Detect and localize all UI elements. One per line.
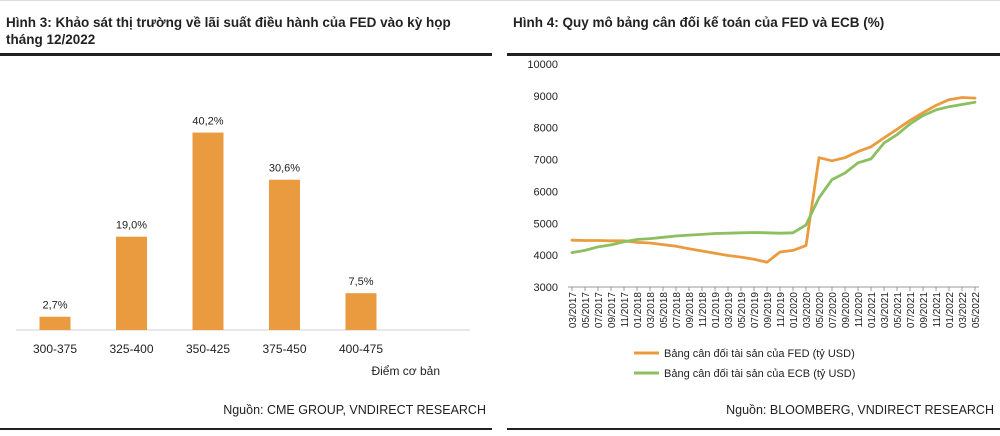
x-tick-label: 07/2020 [828,292,839,329]
figure-title-3: Hình 3: Khảo sát thị trường về lãi suất … [6,15,451,47]
x-axis-title: Điểm cơ bản [371,364,440,378]
x-tick-label: 11/2018 [698,292,709,328]
x-tick-label: 300-375 [33,342,77,356]
x-tick-label: 11/2021 [932,292,943,328]
x-tick-label: 05/2022 [971,292,982,329]
x-tick-label: 400-475 [339,342,383,356]
x-tick-label: 11/2019 [776,292,787,328]
x-tick-label: 07/2021 [906,292,917,329]
series-line-fed [570,96,977,264]
series-line-ecb [570,100,977,255]
y-tick-label: 7000 [534,155,558,167]
bottom-divider [507,428,1000,430]
source-note-3: Nguồn: CME GROUP, VNDIRECT RESEARCH [223,403,486,417]
y-tick-label: 5000 [534,218,558,230]
title-divider [507,53,1000,56]
bar-350-425 [192,132,224,330]
x-tick-label: 03/2020 [802,292,813,329]
x-tick-label: 03/2017 [568,292,579,329]
x-tick-label: 350-425 [186,342,230,356]
x-tick-label: 03/2018 [646,292,657,329]
data-label: 30,6% [269,163,300,175]
y-tick-label: 10000 [527,59,558,71]
x-tick-label: 05/2021 [893,292,904,329]
x-tick-label: 01/2019 [711,292,722,329]
x-tick-label: 01/2018 [633,292,644,329]
bottom-divider [0,428,492,430]
bar-300-375 [39,316,71,330]
x-tick-label: 07/2019 [750,292,761,329]
x-tick-label: 05/2017 [581,292,592,329]
data-label: 19,0% [116,220,147,232]
y-tick-label: 9000 [534,91,558,103]
y-tick-label: 8000 [534,123,558,135]
bar-375-450 [269,179,300,330]
x-tick-label: 01/2021 [867,292,878,329]
bar-chart: 2,7% 300-375 19,0% 325-400 40,2% 350-425 30,6%… [16,116,470,378]
line-chart: 3000 4000 5000 6000 7000 8000 9000 10000 03/2017… [527,59,982,380]
figure-title-4: Hình 4: Quy mô bảng cân đối kế toán của … [513,15,885,30]
x-tick-label: 07/2017 [594,292,605,329]
x-tick-label: 01/2022 [945,292,956,329]
x-tick-label: 375-450 [262,342,306,356]
x-tick-label: 03/2019 [724,292,735,329]
y-tick-label: 3000 [534,282,558,294]
y-tick-label: 4000 [534,250,558,262]
x-tick-label: 03/2022 [958,292,969,329]
x-tick-label: 09/2020 [841,292,852,329]
bar-400-475 [345,293,377,330]
x-tick-label: 05/2019 [737,292,748,329]
source-note-4: Nguồn: BLOOMBERG, VNDIRECT RESEARCH [726,403,994,417]
x-tick-label: 09/2019 [763,292,774,329]
x-tick-label: 07/2018 [672,292,683,329]
x-tick-label: 11/2017 [620,292,631,328]
y-tick-label: 6000 [534,186,558,198]
x-tick-label: 01/2020 [789,292,800,329]
x-tick-label: 11/2020 [854,292,865,328]
x-tick-label: 09/2018 [685,292,696,329]
x-tick-label: 325-400 [109,342,153,356]
x-tick-label: 03/2021 [880,292,891,329]
data-label: 7,5% [348,276,373,288]
bar-325-400 [116,236,147,330]
title-divider [0,53,492,56]
figure-panel-4: Hình 4: Quy mô bảng cân đối kế toán của … [507,0,1000,431]
data-label: 2,7% [42,300,67,312]
legend-label-ecb: Bảng cân đối tài sản của ECB (tỷ USD) [664,368,855,380]
x-tick-label: 09/2017 [607,292,618,329]
data-label: 40,2% [192,116,223,128]
top-border [0,0,1000,1]
figure-panel-3: Hình 3: Khảo sát thị trường về lãi suất … [0,0,492,431]
x-tick-label: 09/2021 [919,292,930,329]
x-tick-label: 05/2018 [659,292,670,329]
x-tick-label: 05/2020 [815,292,826,329]
legend-label-fed: Bảng cân đối tài sản của FED (tỷ USD) [664,348,855,360]
